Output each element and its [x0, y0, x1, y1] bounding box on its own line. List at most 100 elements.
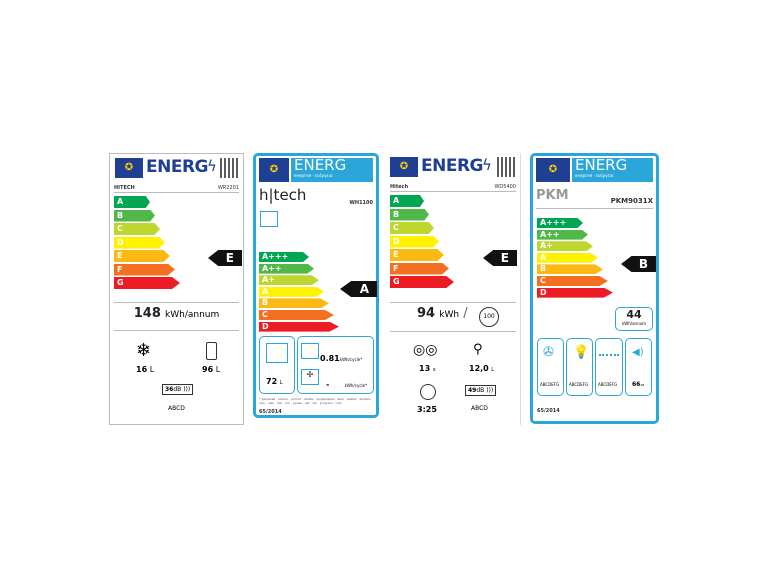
light-bulb-icon: 💡 — [573, 345, 590, 360]
grease-filter-icon — [599, 354, 619, 356]
brand: HITECH — [114, 185, 135, 191]
unit: L — [491, 367, 495, 373]
lighting-efficiency-box: 💡 ABCDEFG — [566, 338, 593, 396]
energy-class-bar-a: A — [537, 252, 598, 263]
energy-class-bar-b: B — [390, 208, 429, 221]
lightning-icon: ϟ — [482, 156, 492, 174]
unit: L — [149, 365, 155, 374]
footnote: * ўдзіркай · ωείκεν · pomoč · αρίθω · ηρ… — [259, 397, 373, 405]
model: PKM9031X — [610, 197, 653, 205]
grease-filtering-box: ABCDEFG — [595, 338, 623, 396]
energy-class-bar-d: D — [114, 236, 165, 249]
fan-forced-icon: ✢ — [301, 369, 319, 385]
energy-class-bar-c: C — [537, 276, 608, 286]
energy-class-bar-b: B — [259, 298, 329, 309]
noise-value: 49 — [468, 387, 477, 394]
energy-class-bar-a: A — [390, 195, 424, 207]
conventional-icon — [301, 343, 319, 359]
energy-class-bar-b: B — [537, 264, 603, 275]
place-settings-value: 13 — [419, 364, 431, 373]
energy-logo: ENERG — [421, 156, 484, 176]
energy-subtitle: енергия · ενέργεια — [294, 173, 333, 178]
consumption-value: 44 — [626, 308, 642, 321]
noise-speaker-icon: 49dB ))) — [465, 385, 497, 396]
snowflake-icon: ❄ — [136, 340, 152, 361]
freezer-volume: 16 — [136, 365, 148, 374]
energy-class-bar-f: F — [114, 263, 175, 276]
consumption-value: 94 — [417, 306, 436, 321]
energy-class-bar-g: G — [114, 277, 180, 289]
energy-word: ENERG — [575, 156, 628, 174]
unit: kWh/cycle* — [344, 383, 368, 388]
energy-class-bar-a: A — [114, 196, 150, 208]
oven-energy-label: ✪ ENERG енергия · ενέργεια h|tech WH1100 … — [253, 153, 379, 418]
energy-logo: ENERG енергия · ενέργεια — [291, 158, 373, 182]
noise-speaker-icon: 36dB ))) — [162, 384, 194, 395]
energy-logo: ENERG енергия · ενέργεια — [572, 158, 653, 182]
noise-unit: dB — [640, 383, 645, 387]
fridge-volume: 96 — [202, 365, 214, 374]
consumption-box: 0.81kWh/cycle* ✢ - kWh/cycle* — [297, 336, 374, 394]
energy-class-bar-f: F — [390, 262, 449, 275]
unit: L — [279, 380, 283, 386]
energy-class-bar-aplusplus: A++ — [537, 229, 588, 240]
energy-class-bar-aplusplusplus: A+++ — [259, 252, 309, 262]
qr-code-icon — [220, 158, 240, 178]
energy-class-bar-c: C — [390, 222, 434, 234]
water-tap-icon: ⚲ — [473, 342, 483, 357]
unit: L — [215, 365, 221, 374]
energy-class-bar-aplusplusplus: A+++ — [537, 218, 583, 228]
energy-class-bar-aplusplus: A++ — [259, 263, 314, 274]
noise-box: ◀) 66dB — [625, 338, 652, 396]
oven-icon — [266, 343, 288, 363]
eu-flag-icon: ✪ — [259, 158, 289, 182]
noise-value: 36 — [165, 386, 174, 393]
eu-flag-icon: ✪ — [115, 158, 143, 178]
volume-value: 72 — [266, 377, 278, 386]
cycles-icon: 100 — [479, 307, 499, 327]
unit: kWh/cycle* — [339, 357, 363, 362]
volume-box: 72 L — [259, 336, 295, 394]
consumption-box: 44 kWh/annum — [615, 307, 653, 331]
cycles-value: 100 — [483, 313, 495, 320]
place-settings-icon: ◎◎ — [413, 342, 438, 358]
energy-class-bar-c: C — [259, 310, 334, 320]
model: WR2201 — [217, 185, 239, 191]
energy-class-bar-aplus: A+ — [537, 241, 593, 252]
grease-class: ABCDEFG — [598, 382, 618, 387]
brand-logo: h|tech — [259, 186, 307, 204]
energy-class-bar-d: D — [390, 235, 439, 248]
eu-flag-icon: ✪ — [536, 158, 570, 182]
fridge-icon — [206, 342, 217, 360]
energy-logo: ENERG — [146, 157, 209, 177]
energy-class-bar-c: C — [114, 223, 160, 235]
conventional-consumption: 0.81 — [320, 354, 340, 363]
rating-arrow: E — [483, 250, 517, 266]
rating-arrow: E — [208, 250, 242, 266]
noise-class: ABCD — [471, 405, 488, 412]
fan-icon: ✇ — [543, 345, 554, 360]
speaker-icon: ◀) — [632, 347, 644, 358]
model: WD5400 — [494, 184, 516, 190]
energy-class-bar-d: D — [259, 321, 339, 332]
energy-class-bar-d: D — [537, 287, 613, 298]
brand-logo: PKM — [536, 188, 569, 203]
lightning-icon: ϟ — [207, 157, 217, 175]
energy-class-bar-e: E — [390, 249, 444, 261]
noise-unit: dB — [476, 387, 485, 394]
clock-icon — [420, 384, 436, 400]
consumption-value: 148 — [133, 306, 161, 321]
model: WH1100 — [349, 200, 373, 206]
energy-word: ENERG — [294, 156, 347, 174]
hood-energy-label: ✪ ENERG енергия · ενέργεια PKM PKM9031X A… — [530, 153, 659, 424]
noise-value: 66 — [632, 381, 641, 388]
energy-class-bar-g: G — [390, 276, 454, 288]
program-duration: 3:25 — [417, 405, 437, 414]
fluid-class: ABCDEFG — [540, 382, 560, 387]
brand: Hitech — [390, 184, 409, 190]
electric-oven-icon — [260, 211, 278, 227]
consumption-unit: kWh/annum — [165, 310, 220, 320]
energy-class-bar-b: B — [114, 209, 155, 222]
